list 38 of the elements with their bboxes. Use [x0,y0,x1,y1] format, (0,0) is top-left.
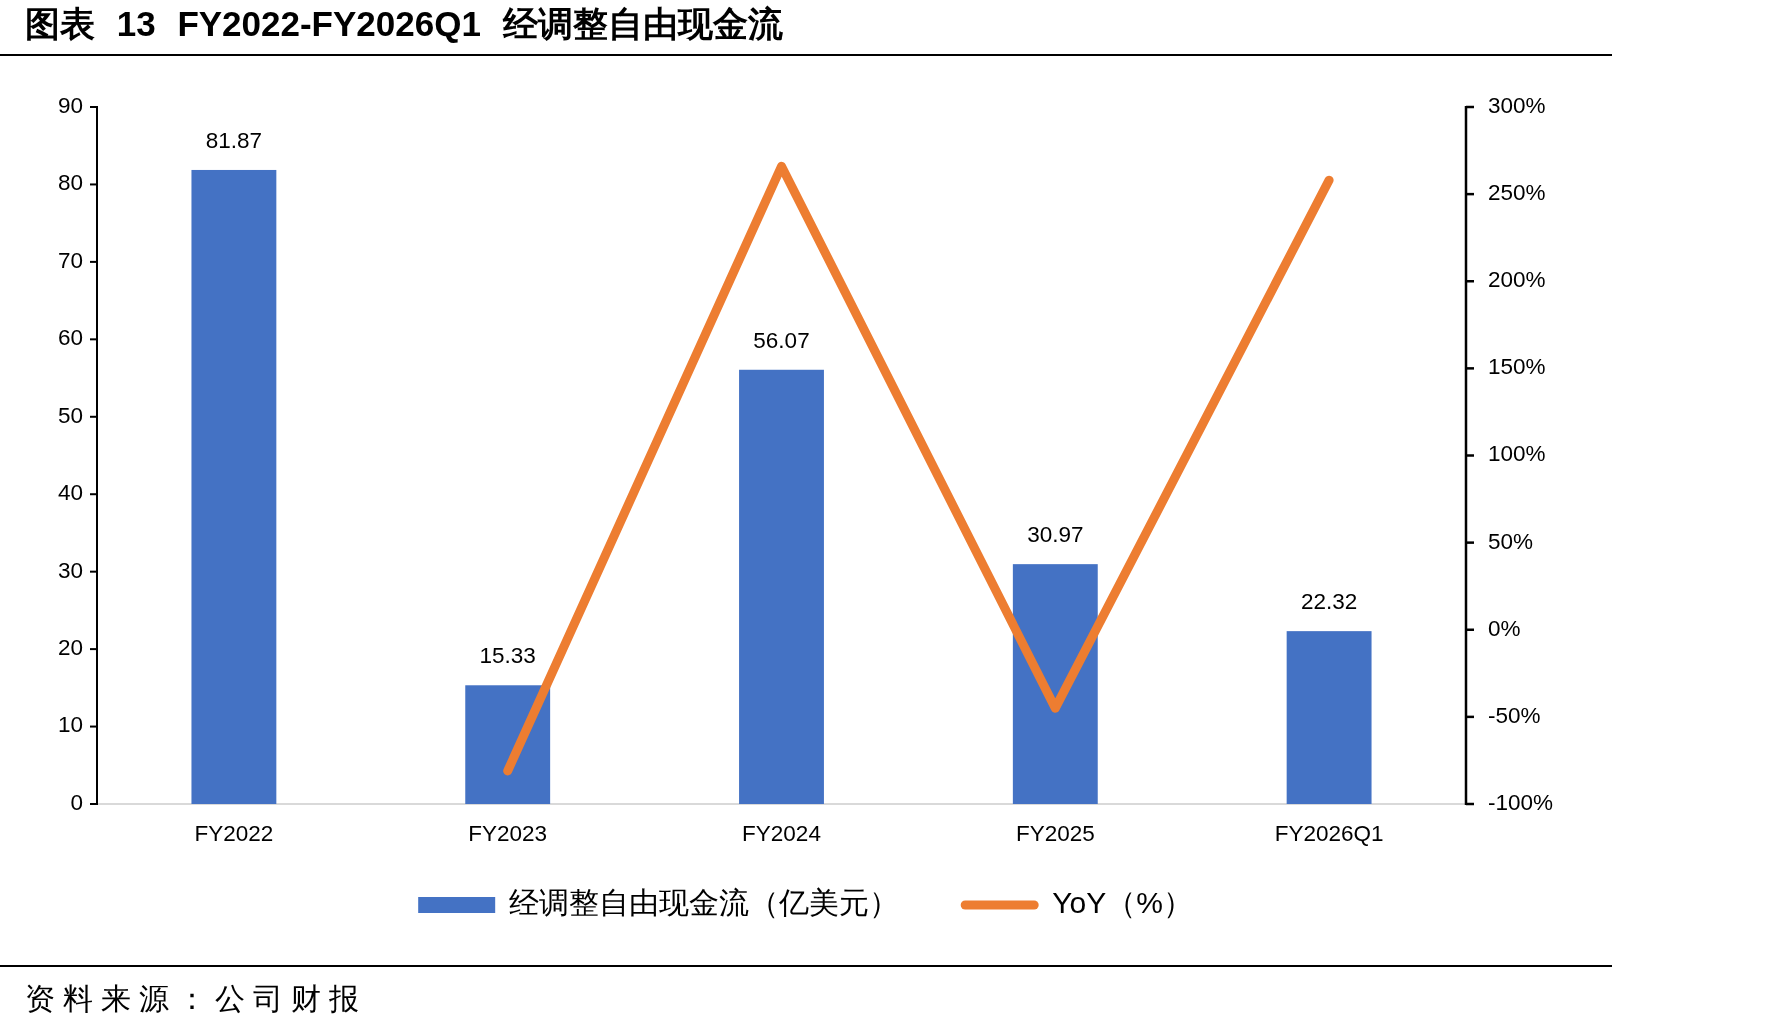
y2-tick-label: 250% [1488,180,1546,206]
y2-tick-label: 150% [1488,354,1546,380]
y2-tick-label: 200% [1488,267,1546,293]
y2-tick-label: 50% [1488,528,1534,554]
y2-tick-label: -100% [1488,789,1554,815]
annotation: 资料来源：公司财报 [25,981,367,1015]
y-tick-label: 20 [57,635,83,661]
y-tick-label: 50 [57,402,83,428]
y-tick-label: 80 [57,170,83,196]
y-tick-label: 10 [57,712,83,738]
x-tick-label: FY2023 [468,820,548,846]
data-label: 15.33 [479,643,536,669]
bar [1286,631,1372,804]
bar [1012,564,1098,804]
y2-tick-label: -50% [1488,702,1541,728]
y2-tick-label: 0% [1488,615,1521,641]
x-tick-label: FY2024 [742,820,821,846]
title: 图表 13 FY2022-FY2026Q1 经调整自由现金流 [25,4,783,44]
y-tick-label: 90 [57,92,83,118]
y-tick-label: 0 [70,789,83,815]
x-tick-label: FY2022 [194,820,274,846]
bar [191,169,277,804]
y2-tick-label: 100% [1488,441,1546,467]
x-tick-label: FY2026Q1 [1274,820,1384,846]
y2-tick-label: 300% [1488,92,1546,118]
data-label: 81.87 [205,127,263,153]
legend-label: 经调整自由现金流（亿美元） [509,885,900,919]
bar [465,685,551,804]
data-label: 22.32 [1300,589,1358,615]
y-tick-label: 60 [57,325,83,351]
y-tick-label: 30 [57,557,83,583]
y-tick-label: 40 [57,480,83,506]
legend-label: YoY（%） [1052,885,1193,919]
bar [739,369,824,804]
data-label: 30.97 [1027,522,1084,548]
y-tick-label: 70 [57,247,83,273]
x-tick-label: FY2025 [1015,820,1095,846]
data-label: 56.07 [753,327,810,353]
